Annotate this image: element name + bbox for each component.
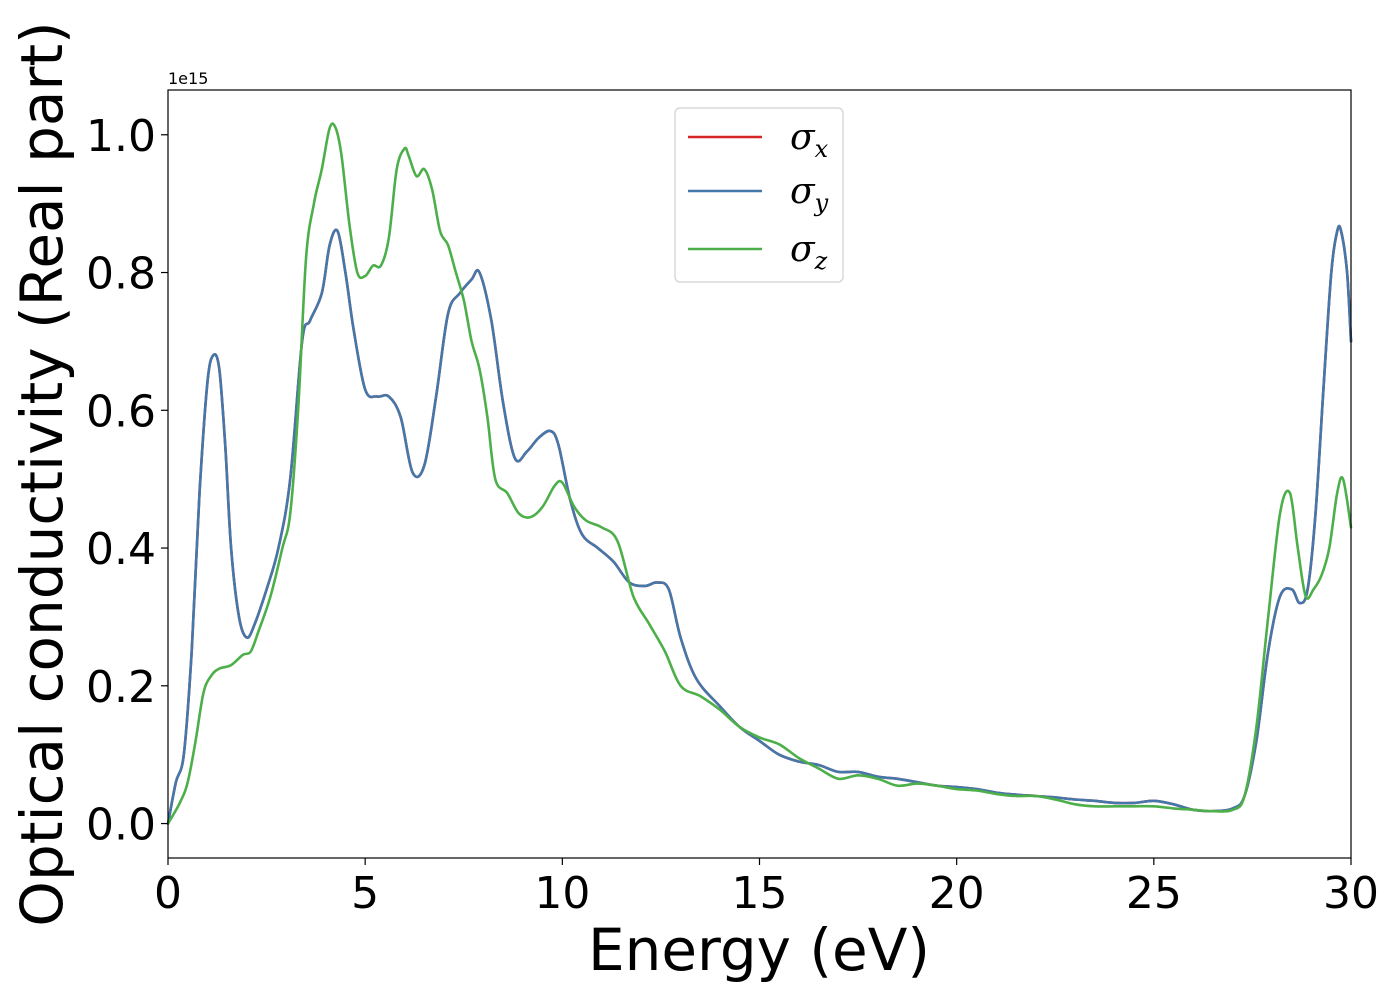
- x-tick-label: 30: [1323, 868, 1379, 919]
- x-tick-label: 10: [534, 868, 590, 919]
- y-axis-label: Optical conductivity (Real part): [8, 21, 76, 926]
- x-tick-label: 5: [351, 868, 379, 919]
- y-tick-label: 0.6: [86, 386, 156, 437]
- y-tick-label: 0.2: [86, 662, 156, 713]
- y-tick-label: 0.4: [86, 524, 156, 575]
- y-offset-label: 1e15: [168, 69, 208, 88]
- x-tick-label: 25: [1126, 868, 1182, 919]
- x-tick-label: 15: [732, 868, 788, 919]
- legend-subscript: x: [815, 135, 829, 163]
- series-layer: [166, 122, 1353, 825]
- legend-subscript: y: [814, 189, 829, 217]
- series-line-z: [166, 122, 1353, 825]
- x-tick-label: 20: [929, 868, 985, 919]
- y-tick-label: 0.8: [86, 249, 156, 300]
- x-tick-label: 0: [154, 868, 182, 919]
- x-axis-label: Energy (eV): [588, 916, 930, 984]
- y-tick-label: 0.0: [86, 800, 156, 851]
- y-tick-label: 1.0: [86, 111, 156, 162]
- y-axis: 0.0 0.2 0.4 0.6 0.8 1.0: [86, 111, 168, 851]
- legend-subscript: z: [814, 247, 828, 275]
- legend-box: [674, 107, 844, 283]
- x-axis: 0 5 10 15 20 25 30: [154, 858, 1379, 919]
